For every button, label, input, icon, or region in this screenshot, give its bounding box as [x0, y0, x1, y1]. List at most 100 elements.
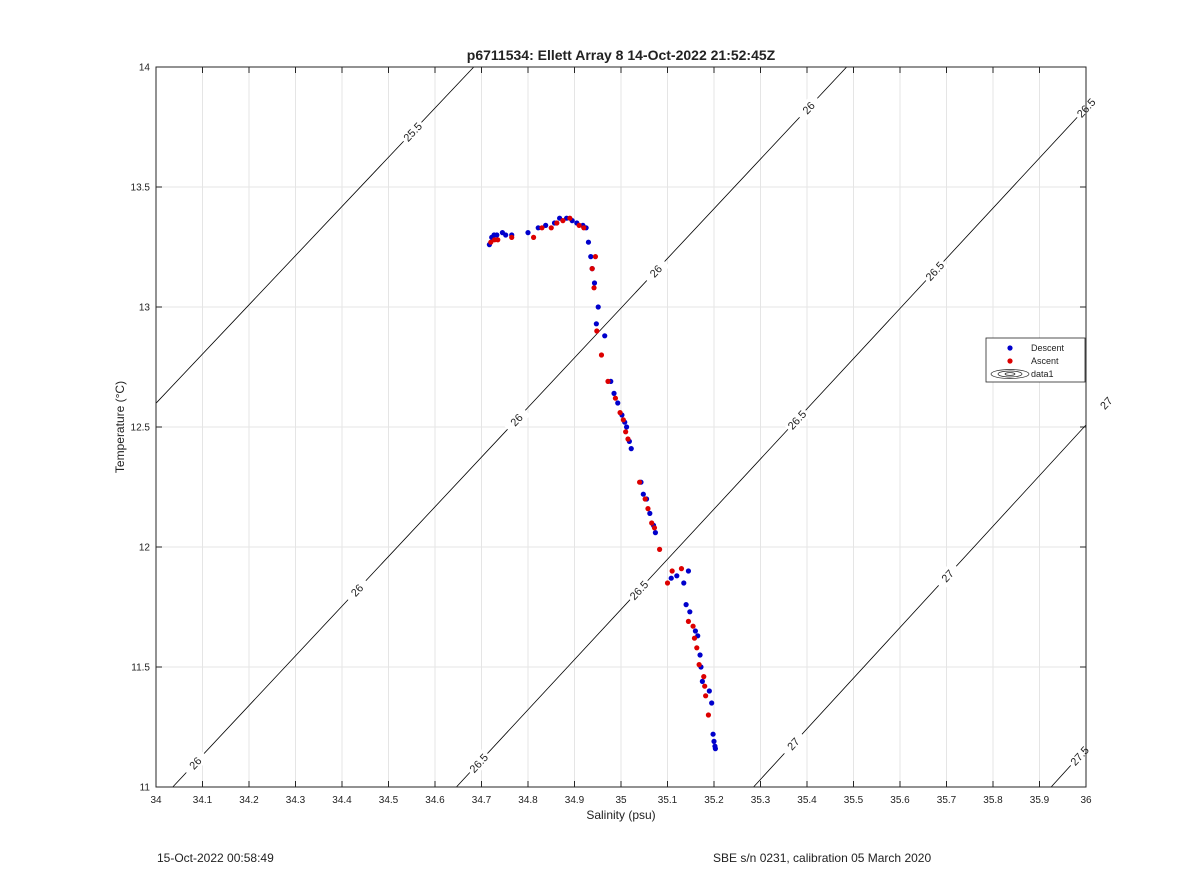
ascent-point [625, 436, 631, 442]
x-tick-label: 35.1 [658, 795, 678, 806]
x-tick-label: 35.4 [797, 795, 817, 806]
x-tick-label: 35.2 [704, 795, 724, 806]
legend-data1-label: data1 [1031, 369, 1054, 379]
ascent-point [488, 239, 494, 245]
descent-point [535, 225, 541, 231]
ascent-point [645, 506, 651, 512]
descent-point [640, 491, 646, 497]
contour-label-bg [502, 405, 531, 435]
x-tick-label: 35 [615, 795, 627, 806]
descent-point [628, 446, 634, 452]
legend-ascent-marker [1007, 358, 1013, 364]
ascent-point [642, 496, 648, 502]
descent-point [709, 700, 715, 706]
descent-point [503, 232, 509, 238]
descent-point [647, 510, 653, 516]
descent-point [687, 609, 693, 615]
ascent-point [656, 546, 663, 553]
contour-label-bg [641, 256, 670, 286]
ascent-point [685, 618, 692, 625]
x-tick-label: 35.3 [751, 795, 771, 806]
descent-point [699, 678, 705, 685]
ascent-point [690, 623, 696, 629]
ascent-point [649, 520, 655, 526]
x-tick-label: 34.1 [193, 795, 213, 806]
contour-label-bg [779, 729, 808, 759]
y-tick-label: 13 [139, 303, 151, 314]
ascent-point [589, 266, 595, 272]
contour-label-bg [464, 748, 493, 778]
ascent-point [696, 662, 702, 668]
contour-label-bg [398, 117, 427, 147]
descent-point [623, 424, 630, 430]
ascent-point [594, 328, 600, 334]
descent-point [706, 688, 712, 694]
density-contour-line [156, 67, 475, 404]
x-tick-label: 34.2 [239, 795, 259, 806]
x-axis-ticks: 34 34.1 34.2 34.3 34.4 34.5 34.6 34.7 34.8 34.9 35… [150, 67, 1092, 806]
x-tick-label: 34 [150, 795, 162, 806]
ascent-point [495, 237, 501, 243]
descent-point [712, 746, 718, 752]
descent-point [652, 530, 659, 536]
x-tick-label: 35.9 [1030, 795, 1050, 806]
ascent-point [576, 222, 582, 228]
descent-point [494, 232, 500, 238]
ascent-point [530, 234, 537, 240]
contour-label-bg [624, 575, 653, 605]
y-axis-label: Temperature (°C) [113, 381, 127, 473]
descent-point [692, 628, 699, 634]
legend-descent-marker [1007, 345, 1013, 351]
descent-point [681, 580, 687, 586]
descent-point [543, 222, 549, 228]
contour-label-bg [794, 93, 823, 123]
x-tick-label: 35.7 [937, 795, 957, 806]
descent-point [588, 254, 594, 260]
descent-point [525, 230, 531, 236]
chart-title: p6711534: Ellett Array 8 14-Oct-2022 21:… [467, 47, 776, 63]
descent-point [591, 280, 598, 286]
y-tick-label: 12.5 [131, 423, 151, 434]
x-tick-label: 36 [1080, 795, 1092, 806]
density-contour-labels: 25.5262626262626.526.526.526.526.5272727… [181, 93, 1121, 778]
descent-point [674, 573, 680, 579]
x-tick-label: 35.8 [983, 795, 1003, 806]
descent-point [585, 239, 592, 245]
ascent-point [664, 580, 671, 586]
footer-calibration: SBE s/n 0231, calibration 05 March 2020 [713, 851, 932, 865]
descent-point [668, 575, 674, 581]
descent-point [602, 333, 608, 339]
grid [155, 66, 1087, 788]
x-axis-label: Salinity (psu) [586, 808, 655, 822]
y-tick-label: 14 [139, 63, 151, 74]
contour-label-bg [920, 256, 949, 286]
legend: Descent Ascent data1 [985, 337, 1086, 383]
ascent-point [705, 712, 712, 718]
y-tick-label: 11.5 [131, 663, 150, 674]
ascent-point [701, 674, 707, 680]
data-points [486, 215, 718, 752]
ascent-point [702, 683, 708, 689]
ascent-point [592, 254, 599, 260]
y-tick-label: 11 [140, 783, 151, 794]
x-tick-label: 34.6 [425, 795, 445, 806]
contour-label-bg [181, 748, 210, 778]
x-tick-label: 35.6 [890, 795, 910, 806]
ascent-point [637, 479, 643, 485]
ascent-point [598, 352, 605, 358]
ascent-point [620, 417, 626, 423]
x-tick-label: 34.8 [518, 795, 538, 806]
descent-point [611, 390, 617, 396]
y-tick-label: 13.5 [131, 183, 151, 194]
descent-point [615, 400, 621, 406]
ascent-point [509, 234, 515, 240]
descent-point [683, 602, 689, 608]
ascent-point [694, 645, 700, 651]
x-tick-label: 34.4 [332, 795, 352, 806]
descent-point [593, 321, 599, 327]
ascent-point [591, 285, 597, 291]
ascent-point [703, 693, 709, 699]
ascent-point [539, 225, 545, 231]
ascent-point [612, 395, 619, 401]
